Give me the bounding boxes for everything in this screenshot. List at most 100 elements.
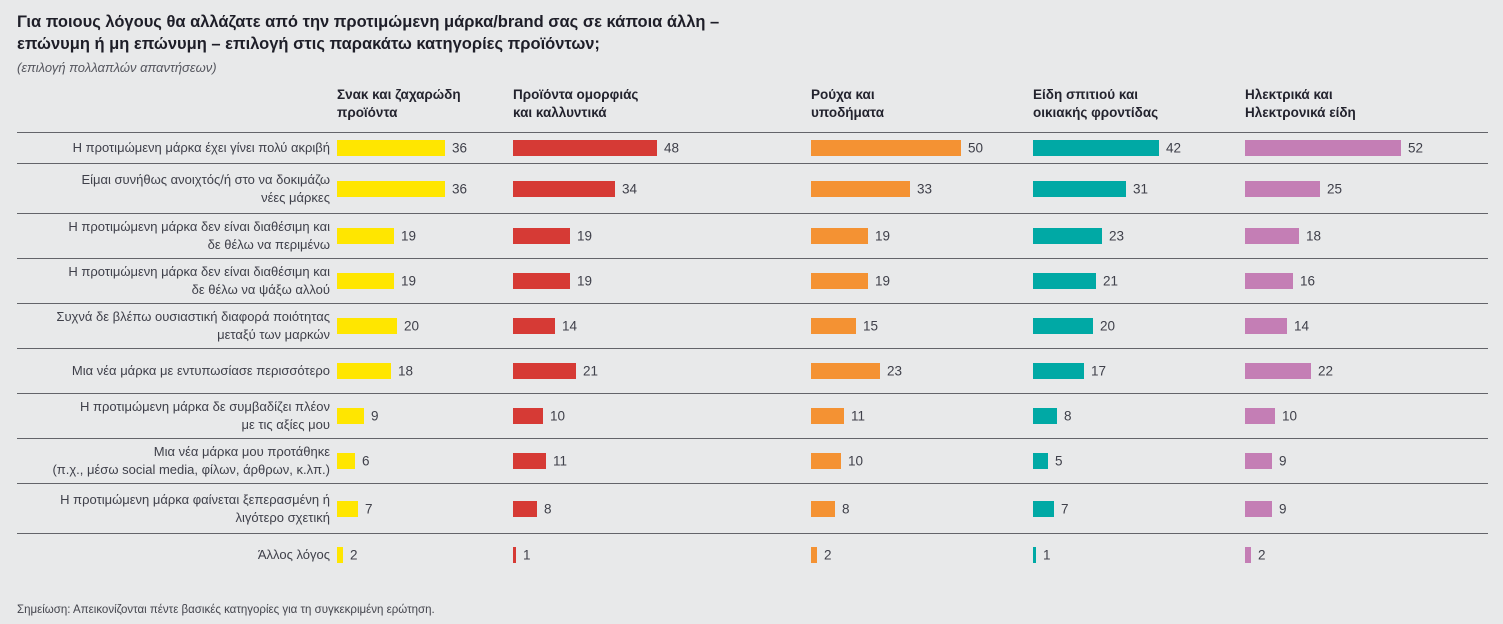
bar-value: 48 bbox=[664, 140, 680, 156]
bar bbox=[1033, 408, 1057, 424]
bar bbox=[1245, 273, 1293, 289]
bar-value: 16 bbox=[1300, 273, 1316, 289]
bar-value: 10 bbox=[550, 408, 566, 424]
bar-value: 18 bbox=[1306, 228, 1322, 244]
bar bbox=[811, 363, 880, 379]
bar-value: 8 bbox=[842, 501, 850, 516]
bar bbox=[337, 500, 358, 517]
bar-value: 34 bbox=[622, 181, 638, 196]
bar bbox=[513, 408, 543, 424]
bar-value: 9 bbox=[371, 408, 379, 424]
chart-row: Η προτιμώμενη μάρκα δεν είναι διαθέσιμη … bbox=[17, 258, 1488, 303]
footnote: Σημείωση: Απεικονίζονται πέντε βασικές κ… bbox=[17, 604, 435, 616]
bar-value: 23 bbox=[887, 363, 903, 379]
bar bbox=[1245, 228, 1299, 244]
bar-value: 33 bbox=[917, 181, 933, 196]
bar bbox=[513, 453, 546, 469]
bar-value: 14 bbox=[1294, 318, 1310, 334]
bar-value: 2 bbox=[824, 547, 832, 562]
row-label: Μια νέα μάρκα με εντυπωσίασε περισσότερο bbox=[71, 362, 330, 378]
row-label: Η προτιμώμενη μάρκα φαίνεται ξεπερασμένη… bbox=[60, 491, 330, 525]
bar-value: 23 bbox=[1109, 228, 1125, 244]
bar-value: 19 bbox=[875, 228, 891, 244]
bar bbox=[1245, 318, 1287, 334]
bar-value: 20 bbox=[1100, 318, 1116, 334]
bar bbox=[1245, 546, 1251, 563]
bar-value: 50 bbox=[968, 140, 984, 156]
bar-value: 11 bbox=[553, 453, 568, 469]
chart-row: Άλλος λόγος 2 1 2 1 2 bbox=[17, 533, 1488, 575]
column-header: Προϊόντα ομορφιάς και καλλυντικά bbox=[513, 87, 639, 120]
bar-value: 21 bbox=[583, 363, 599, 379]
bar bbox=[1245, 140, 1401, 156]
bar bbox=[513, 500, 537, 517]
bar-value: 15 bbox=[863, 318, 879, 334]
bar bbox=[811, 228, 868, 244]
bar bbox=[1245, 363, 1311, 379]
bar bbox=[1033, 140, 1159, 156]
bar-value: 21 bbox=[1103, 273, 1119, 289]
bar bbox=[337, 453, 355, 469]
bar-value: 19 bbox=[577, 273, 593, 289]
row-label: Μια νέα μάρκα μου προτάθηκε (π.χ., μέσω … bbox=[52, 443, 330, 477]
bar-value: 52 bbox=[1408, 140, 1424, 156]
bar-value: 10 bbox=[848, 453, 864, 469]
bar-value: 7 bbox=[365, 501, 373, 516]
chart-row: Μια νέα μάρκα με εντυπωσίασε περισσότερο… bbox=[17, 348, 1488, 393]
bar bbox=[1033, 318, 1093, 334]
bar-value: 19 bbox=[401, 273, 417, 289]
bar bbox=[811, 318, 856, 334]
bar-value: 19 bbox=[401, 228, 417, 244]
row-label: Η προτιμώμενη μάρκα δεν είναι διαθέσιμη … bbox=[68, 218, 330, 252]
bar bbox=[337, 318, 397, 334]
bar-chart: Η προτιμώμενη μάρκα έχει γίνει πολύ ακρι… bbox=[17, 132, 1488, 575]
bar bbox=[811, 408, 844, 424]
bar bbox=[337, 180, 445, 197]
bar-value: 2 bbox=[1258, 547, 1266, 562]
bar bbox=[1245, 180, 1320, 197]
bar bbox=[1033, 180, 1126, 197]
page-subtitle: (επιλογή πολλαπλών απαντήσεων) bbox=[17, 60, 217, 75]
row-label: Είμαι συνήθως ανοιχτός/ή στο να δοκιμάζω… bbox=[81, 171, 330, 205]
bar bbox=[1033, 453, 1048, 469]
bar-value: 19 bbox=[875, 273, 891, 289]
chart-row: Συχνά δε βλέπω ουσιαστική διαφορά ποιότη… bbox=[17, 303, 1488, 348]
bar bbox=[811, 140, 961, 156]
bar bbox=[1033, 546, 1036, 563]
bar-value: 8 bbox=[544, 501, 552, 516]
bar bbox=[513, 140, 657, 156]
bar-value: 31 bbox=[1133, 181, 1149, 196]
bar bbox=[337, 546, 343, 563]
column-header: Ηλεκτρικά και Ηλεκτρονικά είδη bbox=[1245, 87, 1356, 120]
bar bbox=[337, 363, 391, 379]
chart-row: Η προτιμώμενη μάρκα φαίνεται ξεπερασμένη… bbox=[17, 483, 1488, 533]
bar bbox=[1033, 363, 1084, 379]
chart-row: Η προτιμώμενη μάρκα δεν είναι διαθέσιμη … bbox=[17, 213, 1488, 258]
bar-value: 9 bbox=[1279, 501, 1287, 516]
bar bbox=[1245, 408, 1275, 424]
bar bbox=[513, 546, 516, 563]
bar bbox=[811, 453, 841, 469]
row-label: Η προτιμώμενη μάρκα δε συμβαδίζει πλέον … bbox=[80, 398, 330, 432]
bar bbox=[811, 180, 910, 197]
bar-value: 8 bbox=[1064, 408, 1072, 424]
chart-row: Η προτιμώμενη μάρκα δε συμβαδίζει πλέον … bbox=[17, 393, 1488, 438]
page-title: Για ποιους λόγους θα αλλάζατε από την πρ… bbox=[17, 13, 720, 53]
bar-value: 36 bbox=[452, 140, 468, 156]
row-label: Άλλος λόγος bbox=[257, 546, 330, 562]
bar-value: 14 bbox=[562, 318, 578, 334]
bar-value: 2 bbox=[350, 547, 358, 562]
bar bbox=[513, 363, 576, 379]
bar-value: 25 bbox=[1327, 181, 1343, 196]
bar-value: 18 bbox=[398, 363, 414, 379]
bar bbox=[811, 546, 817, 563]
bar-value: 19 bbox=[577, 228, 593, 244]
column-header: Σνακ και ζαχαρώδη προϊόντα bbox=[337, 87, 461, 120]
bar-value: 36 bbox=[452, 181, 468, 196]
bar bbox=[1245, 453, 1272, 469]
bar bbox=[337, 408, 364, 424]
bar-value: 5 bbox=[1055, 453, 1063, 469]
column-header: Ρούχα και υποδήματα bbox=[811, 87, 885, 120]
bar bbox=[513, 273, 570, 289]
